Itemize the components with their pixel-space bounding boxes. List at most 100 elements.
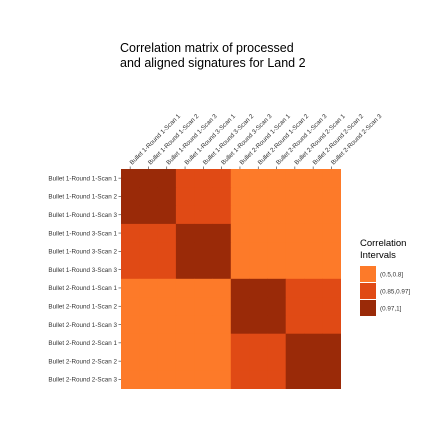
heatmap-cell (157, 260, 177, 280)
heatmap-cell (194, 297, 213, 316)
heatmap-cell (121, 278, 140, 298)
heatmap-cell (139, 278, 158, 298)
heatmap-cell (322, 223, 341, 243)
heatmap-cell (194, 169, 213, 188)
heatmap-cell (304, 242, 323, 261)
y-tick-label: Bullet 2-Round 1-Scan 2 (48, 303, 117, 310)
heatmap-cell (139, 297, 158, 316)
heatmap-cell (194, 187, 213, 206)
legend-swatch (360, 300, 376, 316)
heatmap-cell (267, 205, 287, 225)
heatmap-cell (212, 315, 232, 335)
heatmap-cell (267, 242, 287, 261)
heatmap-cell (322, 352, 341, 371)
heatmap-cell (322, 278, 341, 298)
heatmap-cell (249, 242, 268, 261)
heatmap-cell (212, 260, 232, 280)
heatmap-cell (285, 242, 305, 261)
heatmap-cell (322, 297, 341, 316)
legend-label: (0.97,1] (380, 306, 402, 313)
heatmap-cell (212, 278, 232, 298)
heatmap-cell (267, 352, 287, 371)
heatmap-cell (285, 315, 305, 335)
heatmap-cell (139, 370, 158, 389)
heatmap-cell (230, 169, 250, 188)
heatmap-cell (267, 260, 287, 280)
legend: Correlation Intervals (0.5,0.8] (0.85,0.9… (360, 238, 410, 316)
heatmap-cell (304, 370, 323, 389)
heatmap-cell (212, 297, 232, 316)
heatmap-cells (121, 169, 341, 389)
heatmap-cell (249, 315, 268, 335)
y-tick-label: Bullet 2-Round 1-Scan 3 (48, 322, 117, 329)
heatmap-cell (175, 205, 195, 225)
heatmap-cell (175, 169, 195, 188)
heatmap-cell (157, 223, 177, 243)
heatmap-cell (304, 333, 323, 353)
heatmap-cell (304, 223, 323, 243)
heatmap-cell (139, 205, 158, 225)
y-tick-label: Bullet 1-Round 1-Scan 3 (48, 212, 117, 219)
heatmap-cell (304, 169, 323, 188)
heatmap-cell (157, 278, 177, 298)
heatmap-cell (267, 315, 287, 335)
chart-title-line-2: and aligned signatures for Land 2 (120, 56, 306, 70)
heatmap-cell (121, 169, 140, 188)
heatmap-cell (175, 278, 195, 298)
legend-title-line-1: Correlation (360, 238, 406, 249)
heatmap-cell (175, 315, 195, 335)
heatmap-cell (121, 352, 140, 371)
heatmap-cell (285, 187, 305, 206)
heatmap-cell (157, 169, 177, 188)
legend-label: (0.5,0.8] (380, 272, 403, 279)
heatmap-cell (249, 352, 268, 371)
heatmap-cell (230, 370, 250, 389)
heatmap-cell (230, 352, 250, 371)
heatmap-cell (249, 187, 268, 206)
heatmap-cell (175, 333, 195, 353)
heatmap-cell (285, 260, 305, 280)
heatmap-cell (230, 315, 250, 335)
heatmap-cell (304, 297, 323, 316)
heatmap-cell (230, 260, 250, 280)
heatmap-cell (175, 187, 195, 206)
heatmap-cell (285, 352, 305, 371)
heatmap-cell (285, 205, 305, 225)
heatmap-cell (285, 223, 305, 243)
heatmap-cell (267, 223, 287, 243)
heatmap-cell (157, 297, 177, 316)
heatmap-cell (157, 352, 177, 371)
heatmap-cell (285, 297, 305, 316)
heatmap-cell (157, 242, 177, 261)
y-tick-label: Bullet 1-Round 3-Scan 3 (48, 267, 117, 274)
heatmap-cell (121, 260, 140, 280)
heatmap-cell (230, 242, 250, 261)
heatmap-cell (194, 242, 213, 261)
heatmap-cell (175, 223, 195, 243)
heatmap-cell (194, 205, 213, 225)
heatmap-cell (322, 260, 341, 280)
heatmap-cell (267, 187, 287, 206)
heatmap-cell (230, 187, 250, 206)
heatmap-cell (230, 297, 250, 316)
heatmap-cell (175, 242, 195, 261)
heatmap-cell (249, 223, 268, 243)
heatmap-cell (194, 278, 213, 298)
heatmap-cell (267, 169, 287, 188)
heatmap-cell (157, 187, 177, 206)
legend-items: (0.5,0.8] (0.85,0.97] (0.97,1] (360, 266, 410, 316)
y-tick-label: Bullet 1-Round 1-Scan 1 (48, 175, 117, 182)
heatmap-cell (121, 205, 140, 225)
heatmap-cell (121, 187, 140, 206)
heatmap-cell (249, 370, 268, 389)
y-tick-label: Bullet 1-Round 3-Scan 1 (48, 230, 117, 237)
heatmap-cell (194, 370, 213, 389)
heatmap-cell (139, 242, 158, 261)
heatmap-cell (267, 278, 287, 298)
heatmap-cell (157, 333, 177, 353)
y-tick-label: Bullet 1-Round 1-Scan 2 (48, 194, 117, 201)
heatmap-cell (322, 315, 341, 335)
legend-swatch (360, 283, 376, 299)
heatmap-cell (139, 333, 158, 353)
y-tick-label: Bullet 2-Round 2-Scan 1 (48, 340, 117, 347)
